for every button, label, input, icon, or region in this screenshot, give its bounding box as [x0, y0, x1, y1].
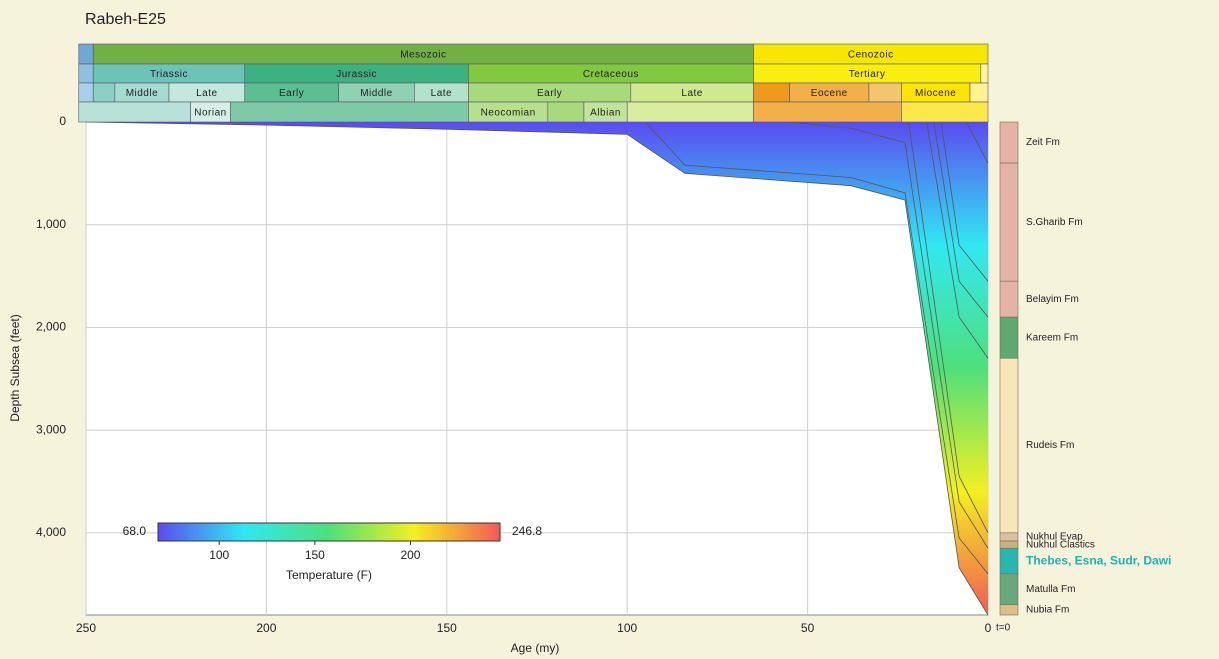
timescale-label: Late: [196, 88, 217, 99]
horizon-line: [644, 121, 989, 575]
horizon-line: [85, 121, 989, 616]
y-tick-label: 0: [59, 114, 66, 128]
horizon-line: [965, 121, 989, 164]
x-tick-label: 150: [437, 621, 457, 635]
colorbar: [157, 522, 501, 542]
timescale-label: Tertiary: [849, 69, 886, 80]
timescale-label: Early: [537, 88, 562, 99]
present-label: t=0: [996, 623, 1011, 634]
timescale-band: [78, 63, 94, 84]
timescale-label: Mesozoic: [400, 50, 446, 61]
timescale-label: Cretaceous: [583, 69, 639, 80]
formation-label: Rudeis Fm: [1026, 440, 1074, 451]
x-axis-label: Age (my): [511, 641, 560, 655]
timescale-label: Cenozoic: [848, 50, 894, 61]
formation-label: Belayim Fm: [1026, 294, 1079, 305]
timescale-band: [230, 101, 469, 123]
formation-label: Nukhul Evap: [1026, 532, 1083, 543]
timescale-label: Early: [279, 88, 304, 99]
horizon-line: [933, 121, 989, 318]
y-tick-label: 3,000: [36, 422, 66, 436]
timescale-label: Neocomian: [481, 108, 536, 119]
formation-block: [999, 604, 1019, 616]
formation-label: Kareem Fm: [1026, 332, 1078, 343]
y-tick-label: 2,000: [36, 320, 66, 334]
formation-block: [999, 540, 1019, 549]
y-tick-label: 1,000: [36, 217, 66, 231]
timescale-label: Eocene: [811, 88, 848, 99]
timescale-label: Middle: [360, 88, 392, 99]
formation-block: [999, 357, 1019, 534]
timescale-label: Middle: [126, 88, 158, 99]
temperature-field: [86, 122, 988, 615]
formation-label: Thebes, Esna, Sudr, Dawi: [1026, 553, 1171, 567]
timescale-band: [92, 82, 116, 103]
x-tick-label: 200: [256, 621, 276, 635]
timescale-label: Triassic: [150, 69, 188, 80]
formation-label: Nukhul Clastics: [1026, 539, 1095, 550]
timescale-label: Miocene: [915, 88, 956, 99]
timescale-label: Norian: [194, 108, 226, 119]
formation-block: [999, 121, 1019, 164]
formation-block: [999, 573, 1019, 606]
colorbar-max-label: 246.8: [512, 524, 542, 538]
colorbar-tick-label: 150: [305, 548, 325, 562]
chart-title: Rabeh-E25: [85, 11, 166, 28]
x-tick-label: 250: [76, 621, 96, 635]
formation-block: [999, 316, 1019, 359]
formation-label: Nubia Fm: [1026, 605, 1069, 616]
colorbar-tick-label: 100: [209, 548, 229, 562]
x-tick-label: 100: [617, 621, 637, 635]
colorbar-label: Temperature (F): [286, 568, 372, 582]
horizon-line: [789, 121, 989, 549]
x-tick-label: 0: [985, 621, 992, 635]
timescale-band: [626, 101, 754, 123]
horizon-line: [926, 121, 989, 359]
timescale-label: Late: [681, 88, 702, 99]
timescale-band: [78, 43, 94, 65]
formation-label: Matulla Fm: [1026, 584, 1075, 595]
timescale-label: Late: [431, 88, 452, 99]
timescale-band: [78, 101, 191, 123]
x-tick-label: 50: [801, 621, 815, 635]
timescale-band: [753, 101, 902, 123]
formation-block: [999, 547, 1019, 575]
formation-block: [999, 162, 1019, 282]
y-tick-label: 4,000: [36, 525, 66, 539]
formation-block: [999, 532, 1019, 542]
timescale-band: [753, 82, 790, 103]
colorbar-tick-label: 200: [400, 548, 420, 562]
timescale-label: Albian: [590, 108, 621, 119]
timescale-band: [868, 82, 902, 103]
formation-label: Zeit Fm: [1026, 137, 1060, 148]
timescale-band: [547, 101, 585, 123]
timescale-band: [969, 82, 989, 103]
timescale-label: Jurassic: [336, 69, 377, 80]
colorbar-min-label: 68.0: [123, 524, 147, 538]
formation-block: [999, 280, 1019, 318]
timescale-band: [980, 63, 989, 84]
horizon-line: [940, 121, 989, 282]
y-axis-label: Depth Subsea (feet): [8, 314, 22, 421]
horizon-line: [908, 121, 989, 534]
formation-label: S.Gharib Fm: [1026, 217, 1083, 228]
timescale-band: [901, 101, 989, 123]
timescale-band: [78, 82, 94, 103]
